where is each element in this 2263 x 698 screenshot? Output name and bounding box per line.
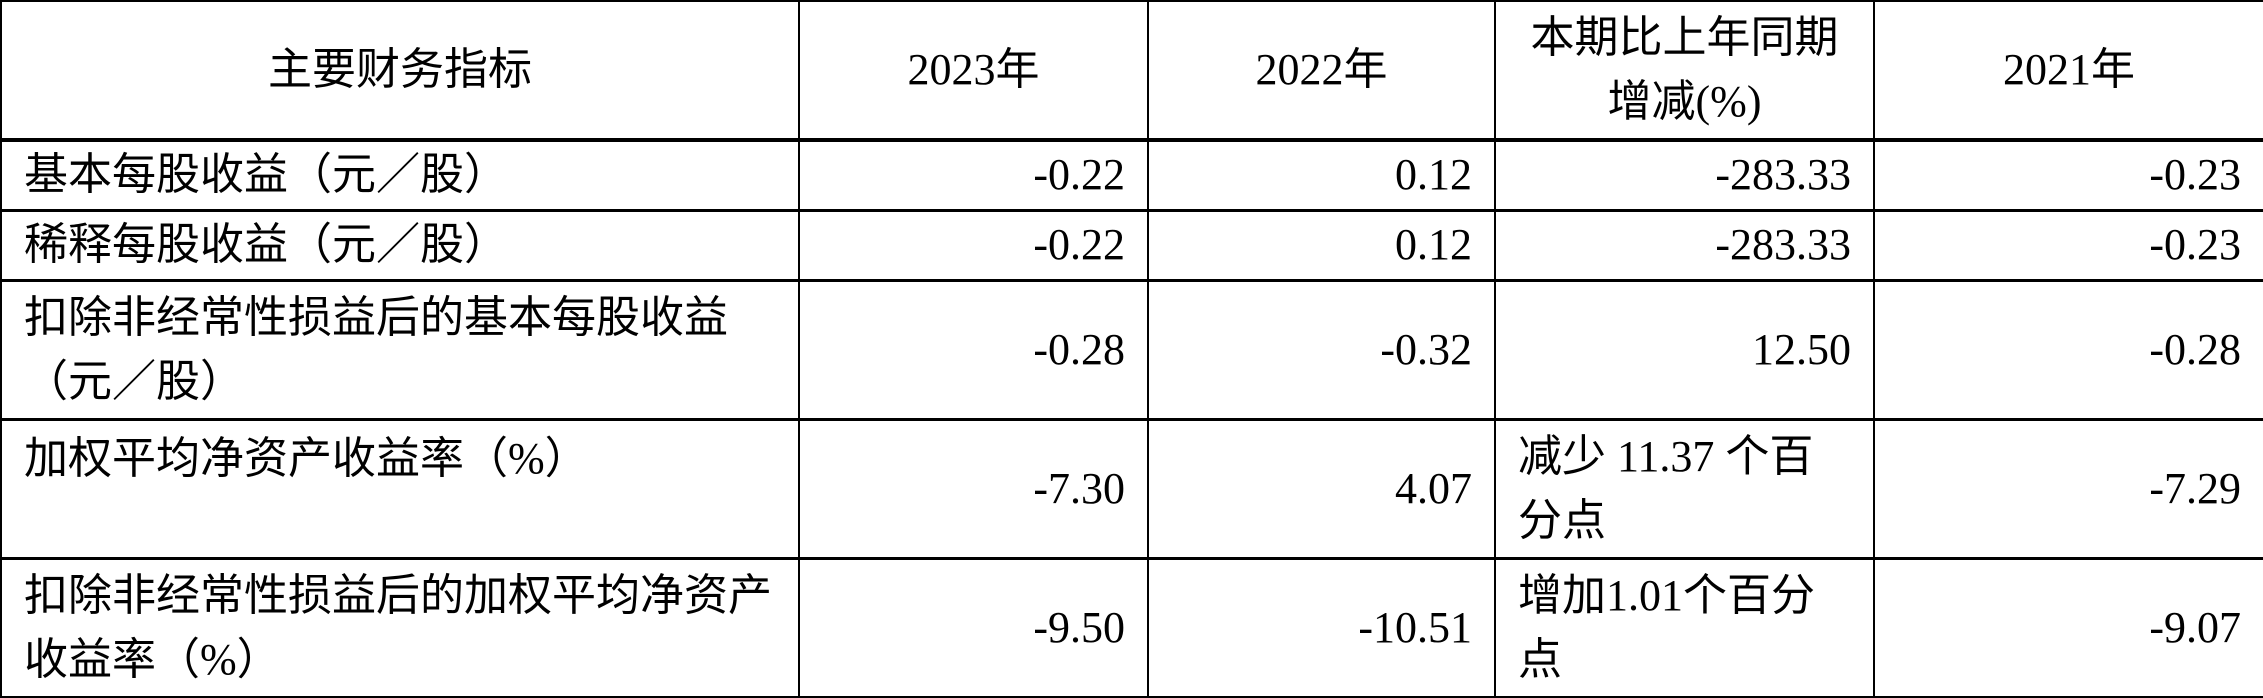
value-2023: -9.50	[798, 557, 1149, 698]
value-change: 增加1.01个百分点	[1494, 557, 1875, 698]
row-label: 加权平均净资产收益率（%）	[0, 418, 800, 560]
header-2023: 2023年	[798, 0, 1149, 142]
value-2021: -7.29	[1873, 418, 2263, 560]
value-2022: -10.51	[1147, 557, 1496, 698]
table-row: 扣除非经常性损益后的加权平均净资产收益率（%） -9.50 -10.51 增加1…	[0, 557, 2263, 698]
value-2022: 0.12	[1147, 139, 1496, 212]
value-change: 12.50	[1494, 279, 1875, 421]
value-2021: -0.23	[1873, 209, 2263, 282]
table-row: 扣除非经常性损益后的基本每股收益（元／股） -0.28 -0.32 12.50 …	[0, 279, 2263, 421]
value-2021: -9.07	[1873, 557, 2263, 698]
row-label: 基本每股收益（元／股）	[0, 139, 800, 212]
value-2022: 0.12	[1147, 209, 1496, 282]
table-row: 稀释每股收益（元／股） -0.22 0.12 -283.33 -0.23	[0, 209, 2263, 282]
header-change: 本期比上年同期增减(%)	[1494, 0, 1875, 142]
table-row: 加权平均净资产收益率（%） -7.30 4.07 减少 11.37 个百分点 -…	[0, 418, 2263, 560]
value-2021: -0.23	[1873, 139, 2263, 212]
header-2022: 2022年	[1147, 0, 1496, 142]
value-2023: -7.30	[798, 418, 1149, 560]
value-change: -283.33	[1494, 209, 1875, 282]
row-label: 稀释每股收益（元／股）	[0, 209, 800, 282]
header-indicator: 主要财务指标	[0, 0, 800, 142]
header-2021: 2021年	[1873, 0, 2263, 142]
value-2023: -0.22	[798, 209, 1149, 282]
value-2023: -0.28	[798, 279, 1149, 421]
row-label: 扣除非经常性损益后的基本每股收益（元／股）	[0, 279, 800, 421]
table-row: 基本每股收益（元／股） -0.22 0.12 -283.33 -0.23	[0, 139, 2263, 212]
value-2023: -0.22	[798, 139, 1149, 212]
value-2021: -0.28	[1873, 279, 2263, 421]
value-2022: 4.07	[1147, 418, 1496, 560]
value-2022: -0.32	[1147, 279, 1496, 421]
value-change: -283.33	[1494, 139, 1875, 212]
value-change: 减少 11.37 个百分点	[1494, 418, 1875, 560]
row-label: 扣除非经常性损益后的加权平均净资产收益率（%）	[0, 557, 800, 698]
header-row: 主要财务指标 2023年 2022年 本期比上年同期增减(%) 2021年	[0, 0, 2263, 142]
